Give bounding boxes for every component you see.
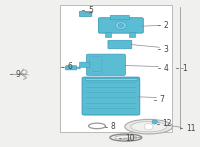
Text: 12: 12	[163, 119, 172, 128]
FancyBboxPatch shape	[92, 58, 101, 72]
FancyBboxPatch shape	[86, 54, 125, 75]
Text: 3: 3	[164, 45, 168, 54]
Circle shape	[152, 120, 157, 124]
FancyBboxPatch shape	[80, 62, 90, 67]
Text: 5: 5	[88, 6, 93, 15]
Ellipse shape	[115, 135, 137, 140]
Circle shape	[118, 24, 123, 27]
FancyBboxPatch shape	[108, 40, 132, 49]
Text: 1: 1	[182, 64, 187, 73]
Circle shape	[115, 21, 126, 30]
Text: 6: 6	[67, 62, 72, 71]
Circle shape	[144, 123, 153, 130]
FancyBboxPatch shape	[82, 77, 140, 115]
Ellipse shape	[131, 121, 167, 132]
Text: 4: 4	[164, 64, 168, 73]
FancyBboxPatch shape	[98, 18, 143, 33]
Text: 2: 2	[164, 21, 168, 30]
Text: 7: 7	[160, 95, 164, 104]
FancyBboxPatch shape	[66, 66, 77, 70]
Bar	[105, 32, 111, 37]
FancyBboxPatch shape	[79, 11, 92, 17]
FancyBboxPatch shape	[90, 56, 103, 73]
Text: 11: 11	[186, 124, 196, 133]
Polygon shape	[76, 67, 80, 69]
Text: 10: 10	[125, 134, 134, 143]
Bar	[85, 78, 137, 81]
Bar	[129, 32, 135, 37]
Text: 8: 8	[111, 122, 116, 131]
Text: 9: 9	[16, 70, 20, 79]
Ellipse shape	[125, 119, 172, 134]
FancyBboxPatch shape	[60, 5, 172, 132]
FancyBboxPatch shape	[110, 15, 129, 20]
